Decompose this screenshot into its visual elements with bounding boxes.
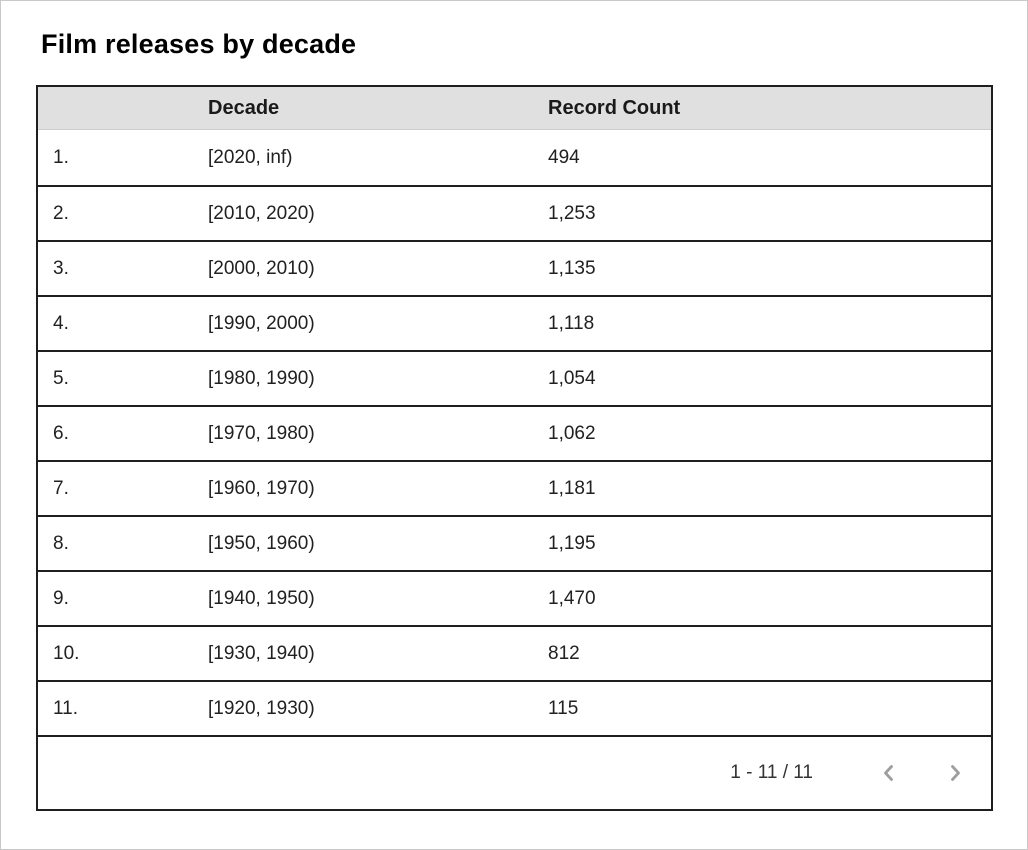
- decade-cell: [1950, 1960): [208, 532, 315, 554]
- table-row[interactable]: 8. [1950, 1960) 1,195: [38, 515, 991, 570]
- previous-page-button[interactable]: [877, 761, 901, 785]
- pagination-range-label: 1 - 11 / 11: [730, 762, 813, 783]
- table-row[interactable]: 11. [1920, 1930) 115: [38, 680, 991, 735]
- record-count-cell: 1,470: [548, 587, 596, 609]
- row-index-cell: 7.: [53, 477, 69, 499]
- row-index-cell: 8.: [53, 532, 69, 554]
- table-header-row: Decade Record Count: [38, 87, 991, 130]
- next-page-button[interactable]: [943, 761, 967, 785]
- record-count-cell: 1,062: [548, 422, 596, 444]
- column-header-decade[interactable]: Decade: [208, 96, 280, 119]
- record-count-cell: 494: [548, 146, 580, 168]
- table-row[interactable]: 3. [2000, 2010) 1,135: [38, 240, 991, 295]
- chevron-right-icon: [943, 761, 967, 785]
- record-count-cell: 1,195: [548, 532, 596, 554]
- decade-cell: [2020, inf): [208, 146, 293, 168]
- chevron-left-icon: [877, 761, 901, 785]
- row-index-cell: 10.: [53, 642, 80, 664]
- row-index-cell: 4.: [53, 312, 69, 334]
- decade-cell: [1990, 2000): [208, 312, 315, 334]
- decade-cell: [2010, 2020): [208, 202, 315, 224]
- table-row[interactable]: 1. [2020, inf) 494: [38, 130, 991, 185]
- table-row[interactable]: 9. [1940, 1950) 1,470: [38, 570, 991, 625]
- table-row[interactable]: 10. [1930, 1940) 812: [38, 625, 991, 680]
- table-row[interactable]: 2. [2010, 2020) 1,253: [38, 185, 991, 240]
- record-count-cell: 115: [548, 697, 579, 719]
- table-row[interactable]: 7. [1960, 1970) 1,181: [38, 460, 991, 515]
- decade-cell: [1940, 1950): [208, 587, 315, 609]
- record-count-cell: 1,135: [548, 257, 596, 279]
- decade-cell: [2000, 2010): [208, 257, 315, 279]
- decade-cell: [1970, 1980): [208, 422, 315, 444]
- record-count-cell: 1,054: [548, 367, 596, 389]
- table-row[interactable]: 6. [1970, 1980) 1,062: [38, 405, 991, 460]
- table-row[interactable]: 4. [1990, 2000) 1,118: [38, 295, 991, 350]
- decade-cell: [1960, 1970): [208, 477, 315, 499]
- decade-cell: [1930, 1940): [208, 642, 315, 664]
- row-index-cell: 5.: [53, 367, 69, 389]
- table-pagination-bar: 1 - 11 / 11: [38, 735, 991, 809]
- decade-cell: [1920, 1930): [208, 697, 315, 719]
- row-index-cell: 11.: [53, 697, 79, 719]
- film-releases-table: Decade Record Count 1. [2020, inf) 494 2…: [36, 85, 993, 811]
- decade-cell: [1980, 1990): [208, 367, 315, 389]
- record-count-cell: 1,253: [548, 202, 596, 224]
- table-row[interactable]: 5. [1980, 1990) 1,054: [38, 350, 991, 405]
- column-header-record-count[interactable]: Record Count: [548, 96, 681, 119]
- record-count-cell: 812: [548, 642, 580, 664]
- row-index-cell: 9.: [53, 587, 69, 609]
- row-index-cell: 6.: [53, 422, 69, 444]
- row-index-cell: 2.: [53, 202, 69, 224]
- row-index-cell: 1.: [53, 146, 69, 168]
- page-title: Film releases by decade: [41, 29, 357, 59]
- record-count-cell: 1,181: [548, 477, 596, 499]
- record-count-cell: 1,118: [548, 312, 595, 334]
- row-index-cell: 3.: [53, 257, 69, 279]
